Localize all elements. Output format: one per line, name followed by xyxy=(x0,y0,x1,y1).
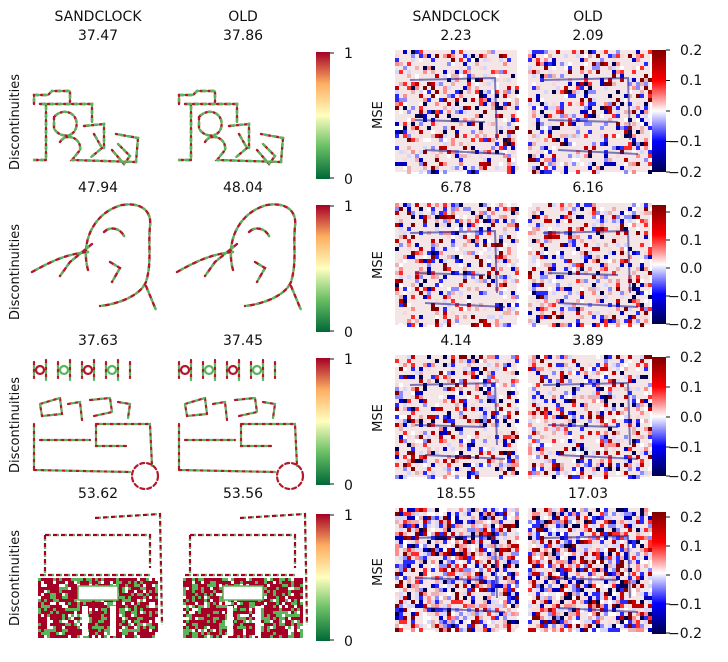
disc-row3-sandclock-value: 37.63 xyxy=(78,333,118,349)
mse-row2-tick-label-3: −0.1 xyxy=(668,289,702,305)
disc-row1-old-image xyxy=(177,89,285,166)
mse-row1-tick-label-3: −0.1 xyxy=(668,134,702,150)
disc-row3-colorbar xyxy=(316,358,330,485)
mse-row4-tick-label-0: 0.2 xyxy=(680,510,702,526)
mse-row1-ylabel: MSE xyxy=(371,101,386,129)
col-title-left-sandclock: SANDCLOCK xyxy=(54,9,142,25)
mse-row3-colorbar-ticks xyxy=(666,356,670,477)
disc-row1-colorbar-label-min: 0 xyxy=(344,172,353,188)
disc-row4-ylabel: Discontinuities xyxy=(8,530,23,626)
disc-row2-sandclock-image xyxy=(30,203,158,312)
disc-row2-colorbar-label-max: 1 xyxy=(344,199,353,215)
disc-row3-ylabel: Discontinuities xyxy=(8,377,23,473)
mse-row4-tick-label-4: −0.2 xyxy=(668,626,702,642)
mse-row3-old-image xyxy=(528,355,652,479)
mse-row2-tick-label-2: 0.0 xyxy=(680,261,702,277)
mse-row3-old-value: 3.89 xyxy=(572,333,603,349)
disc-row2-sandclock-value: 47.94 xyxy=(78,180,118,196)
disc-row4-sandclock-value: 53.62 xyxy=(78,486,118,502)
mse-row4-old-value: 17.03 xyxy=(568,486,608,502)
col-title-left-old: OLD xyxy=(228,9,258,25)
mse-row2-colorbar-ticks xyxy=(666,211,670,325)
mse-row3-tick-label-1: 0.1 xyxy=(680,380,702,396)
mse-row1-tick-label-1: 0.1 xyxy=(680,73,702,89)
disc-row1-sandclock-value: 37.47 xyxy=(78,28,118,44)
mse-row4-tick-label-2: 0.0 xyxy=(680,568,702,584)
mse-row1-tick-label-0: 0.2 xyxy=(680,43,702,59)
mse-row2-sandclock-value: 6.78 xyxy=(440,180,471,196)
mse-row1-old-image xyxy=(528,50,652,174)
col-title-right-old: OLD xyxy=(573,9,603,25)
disc-row2-colorbar xyxy=(316,205,330,332)
disc-row1-old-value: 37.86 xyxy=(223,28,263,44)
disc-row1-colorbar-label-max: 1 xyxy=(344,46,353,62)
disc-row2-old-value: 48.04 xyxy=(223,180,263,196)
disc-row4-old-value: 53.56 xyxy=(223,486,263,502)
mse-row3-ylabel: MSE xyxy=(371,404,386,432)
mse-row4-tick-label-3: −0.1 xyxy=(668,597,702,613)
mse-row2-ylabel: MSE xyxy=(371,251,386,279)
disc-row1-sandclock-image xyxy=(32,89,140,166)
disc-row1-colorbar xyxy=(316,52,330,179)
mse-row2-old-image xyxy=(528,203,652,327)
mse-row3-sandclock-value: 4.14 xyxy=(440,333,471,349)
mse-row2-colorbar xyxy=(652,205,666,324)
mse-row2-tick-label-4: −0.2 xyxy=(668,317,702,333)
mse-row4-ylabel: MSE xyxy=(371,558,386,586)
mse-row3-tick-label-0: 0.2 xyxy=(680,350,702,366)
disc-row4-colorbar xyxy=(316,514,330,641)
disc-row3-old-image xyxy=(177,358,305,491)
disc-row2-ylabel: Discontinuities xyxy=(8,224,23,320)
mse-row3-tick-label-4: −0.2 xyxy=(668,469,702,485)
mse-row4-colorbar-ticks xyxy=(666,516,670,634)
mse-row3-tick-label-2: 0.0 xyxy=(680,410,702,426)
mse-row4-sandclock-value: 18.55 xyxy=(436,486,476,502)
mse-row1-colorbar xyxy=(652,50,666,172)
mse-row1-tick-label-2: 0.0 xyxy=(680,104,702,120)
mse-row4-old-image xyxy=(528,508,652,632)
mse-row4-colorbar xyxy=(652,512,666,634)
mse-row4-sandclock-image xyxy=(395,508,519,632)
disc-row3-colorbar-label-min: 0 xyxy=(344,478,353,494)
mse-row2-tick-label-1: 0.1 xyxy=(680,233,702,249)
mse-row3-sandclock-image xyxy=(395,355,519,479)
disc-row3-sandclock-image xyxy=(32,358,160,491)
disc-row4-colorbar-label-min: 0 xyxy=(344,634,353,650)
mse-row2-sandclock-image xyxy=(395,203,519,327)
mse-row2-tick-label-0: 0.2 xyxy=(680,205,702,221)
mse-row1-sandclock-image xyxy=(395,50,519,174)
mse-row1-tick-label-4: −0.2 xyxy=(668,165,702,181)
disc-row2-colorbar-label-min: 0 xyxy=(344,325,353,341)
mse-row2-old-value: 6.16 xyxy=(572,180,603,196)
mse-row1-sandclock-value: 2.23 xyxy=(440,28,471,44)
col-title-right-sandclock: SANDCLOCK xyxy=(412,9,500,25)
mse-row1-colorbar-ticks xyxy=(666,49,670,173)
disc-row3-colorbar-label-max: 1 xyxy=(344,352,353,368)
mse-row1-old-value: 2.09 xyxy=(572,28,603,44)
disc-row4-colorbar-label-max: 1 xyxy=(344,508,353,524)
mse-row3-tick-label-3: −0.1 xyxy=(668,440,702,456)
disc-row1-ylabel: Discontinuities xyxy=(8,74,23,170)
disc-row2-old-image xyxy=(175,203,303,312)
disc-row4-old-image xyxy=(183,512,309,638)
disc-row4-sandclock-image xyxy=(38,512,164,638)
mse-row3-colorbar xyxy=(652,357,666,476)
mse-row4-tick-label-1: 0.1 xyxy=(680,539,702,555)
disc-row3-old-value: 37.45 xyxy=(223,333,263,349)
